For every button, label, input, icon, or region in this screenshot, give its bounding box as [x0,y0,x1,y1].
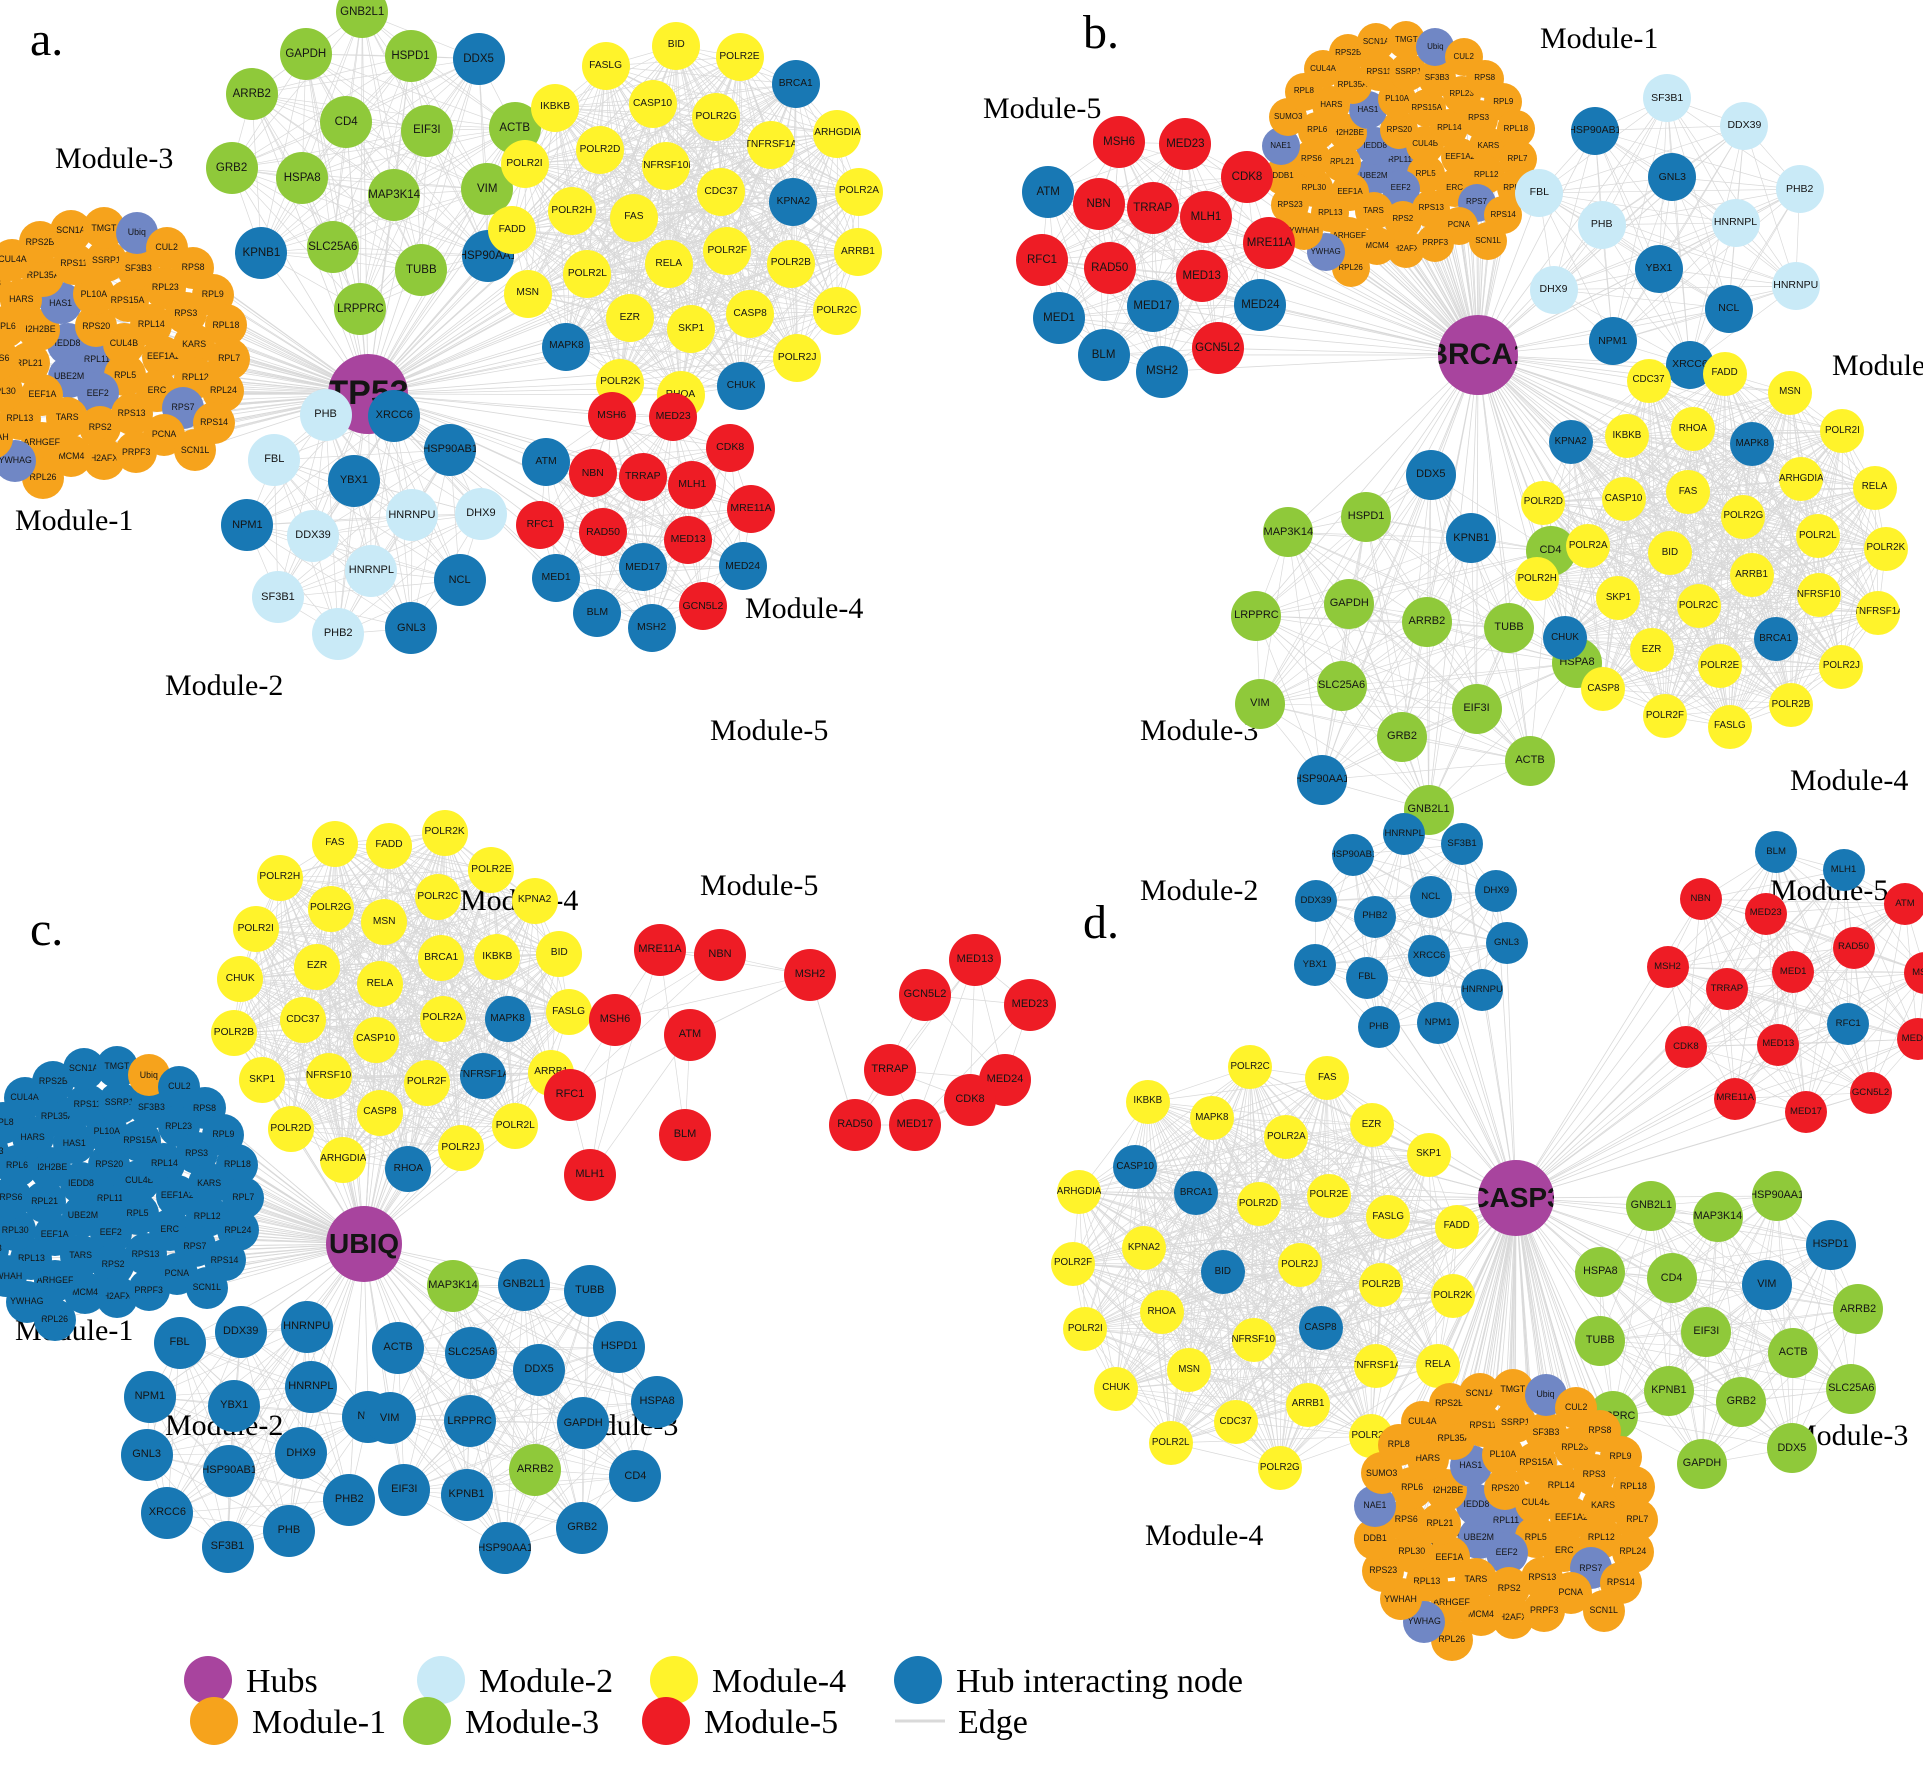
svg-text:Module-5: Module-5 [704,1704,838,1741]
svg-text:Module-1: Module-1 [252,1704,386,1741]
svg-text:Module-4: Module-4 [745,592,863,625]
svg-text:a.: a. [30,13,63,66]
svg-text:d.: d. [1083,896,1119,949]
svg-text:Module-2: Module-2 [1832,349,1923,382]
svg-text:Module-3: Module-3 [465,1704,599,1741]
svg-text:Hub interacting node: Hub interacting node [956,1663,1243,1700]
svg-text:Module-2: Module-2 [165,669,283,702]
svg-text:Module-3: Module-3 [55,142,173,175]
svg-text:Module-5: Module-5 [710,714,828,747]
svg-text:Module-4: Module-4 [1145,1519,1263,1552]
svg-text:Module-2: Module-2 [1140,874,1258,907]
svg-text:Module-1: Module-1 [1540,22,1658,55]
svg-text:Module-5: Module-5 [700,869,818,902]
svg-text:b.: b. [1083,6,1119,59]
svg-text:Module-1: Module-1 [15,504,133,537]
svg-text:Module-2: Module-2 [479,1663,613,1700]
svg-text:Edge: Edge [958,1704,1028,1741]
svg-text:Module-4: Module-4 [712,1663,846,1700]
svg-text:Module-5: Module-5 [983,92,1101,125]
svg-text:Hubs: Hubs [246,1663,318,1700]
svg-text:c.: c. [30,903,63,956]
svg-text:Module-4: Module-4 [1790,764,1908,797]
